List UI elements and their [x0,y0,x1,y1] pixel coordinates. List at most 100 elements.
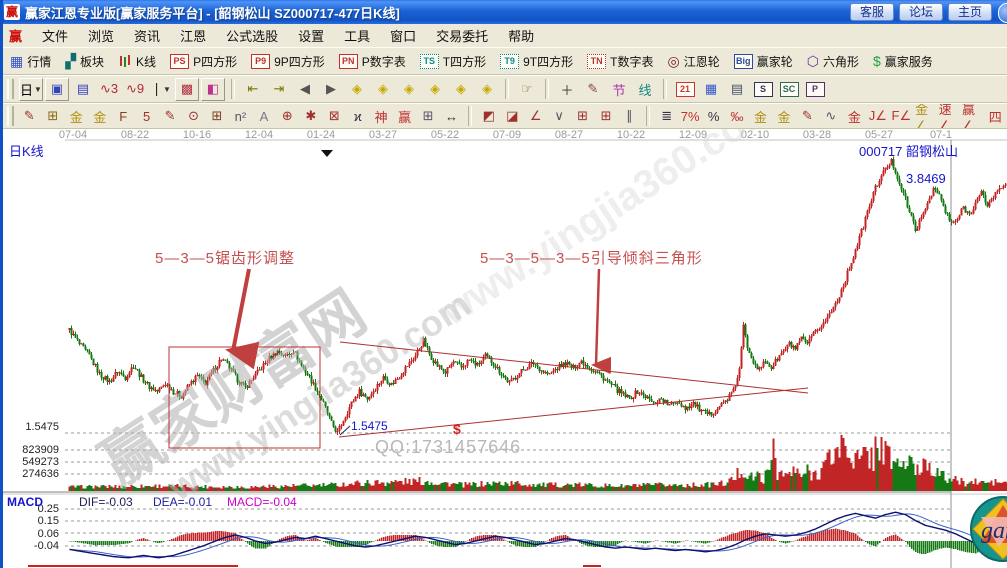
toolbar-button-sectors[interactable]: ▞ 板块 [65,53,104,70]
tool-notes[interactable]: ▤ [725,78,749,101]
tool-h-arrows[interactable]: ↔ [441,105,462,128]
toolbar-button-9p-square[interactable]: P9 9P四方形 [251,53,325,70]
tool-save-image[interactable]: SC [777,78,801,101]
chart-area[interactable]: 日K线 000717 韶钢松山 3.8469 1.5475 823909 5492… [3,129,1007,568]
menu-item-0[interactable]: 文件 [42,29,69,44]
tool-save[interactable]: S [751,78,775,101]
tool-wave-9[interactable]: ∿9 [123,78,147,101]
titlebar-button-0[interactable]: 客服 [849,3,894,21]
toolbar-button-t-square[interactable]: TS T四方形 [419,53,486,70]
titlebar-button-2[interactable]: 主页 [947,3,992,21]
tool-crosshair[interactable]: ＋ [555,78,579,101]
tool-grid-123[interactable]: ⊞ [417,105,438,128]
menu-item-3[interactable]: 江恩 [180,29,207,44]
tool-v-lines[interactable]: ∨ [548,105,569,128]
tool-prev-bar[interactable]: ◀ [293,78,317,101]
tool-gold-line[interactable]: 金 [773,105,794,128]
tool-segment-tool[interactable]: 节 [607,78,631,101]
tool-fan-box-2[interactable]: ◪ [501,105,522,128]
tool-grid-2[interactable]: ⊞ [206,105,227,128]
tool-brush-2[interactable]: ✎ [797,105,818,128]
tool-kline-period[interactable]: 日 ▼ [19,77,43,101]
tool-hatch[interactable]: ∥ [619,105,640,128]
tool-angle-f[interactable]: F∠ [891,105,913,128]
tool-f-tool[interactable]: F [112,105,133,128]
tool-color-bars[interactable]: ◧ [201,77,225,101]
tool-grid-3[interactable]: ⊞ [572,105,593,128]
menu-item-4[interactable]: 公式选股 [226,29,279,44]
tool-measure[interactable]: ✎ [581,78,605,101]
toolbar-button-quotes[interactable]: ▦ 行情 [10,53,51,70]
tool-pen-2[interactable]: ✎ [159,105,180,128]
tool-pattern-box[interactable]: ▩ [175,77,199,101]
toolbar-button-p-table[interactable]: PN P数字表 [338,53,406,70]
toolbar-main: ▦ 行情 ▞ 板块 K线 PS P四方形 P9 9P四方形 PN P数字表 TS T四方形 T9 9T四方形… [3,47,1007,75]
tool-diamond-expand[interactable]: ◈ [449,78,473,101]
tool-ying[interactable]: 赢 [394,105,415,128]
toolbar-button-winner-wheel[interactable]: Big 赢家轮 [733,53,793,70]
tool-angle-gold[interactable]: 金∠ [914,104,935,128]
tool-diamond-right[interactable]: ◈ [371,78,395,101]
toolbar-button-t-table[interactable]: TN T数字表 [587,53,653,70]
menu-item-8[interactable]: 交易委托 [436,29,489,44]
tool-zoom-region[interactable]: ▣ [45,77,69,101]
tool-star-burst[interactable]: ✱ [300,105,321,128]
tool-grid-4[interactable]: ⊞ [595,105,616,128]
menu-item-5[interactable]: 设置 [298,29,325,44]
tool-gold-grid-2[interactable]: 金 [89,105,110,128]
tool-angle-ying[interactable]: 赢∠ [961,104,982,128]
tool-circle-cross[interactable]: ⊕ [277,105,298,128]
tool-wave-3[interactable]: ∿3 [97,78,121,101]
menu-item-9[interactable]: 帮助 [508,29,535,44]
tool-diamond-vertical[interactable]: ◈ [423,78,447,101]
tool-next-bar[interactable]: ▶ [319,78,343,101]
tool-info-panel[interactable]: ▤ [71,78,95,101]
toolbar-button-winner-service[interactable]: $ 赢家服务 [873,53,933,70]
tool-permille[interactable]: ‰ [726,105,747,128]
tool-clock-circle[interactable]: ⊙ [183,105,204,128]
tool-angle-a[interactable]: A [253,105,274,128]
tool-diamond-left[interactable]: ◈ [345,78,369,101]
tool-first-page[interactable]: ⇤ [241,78,265,101]
tool-hand-tool[interactable]: ☞ [515,78,539,101]
tool-candle-style[interactable]: ❘ ▼ [149,78,173,101]
toolbar-button-9t-square[interactable]: T9 9T四方形 [500,53,573,70]
tool-percent-7[interactable]: 7% [679,105,700,128]
tool-print[interactable]: P [803,78,827,101]
tool-calculator[interactable]: ▦ [699,78,723,101]
tool-calendar[interactable]: 21 [673,78,697,101]
tool-shen[interactable]: 神 [370,105,391,128]
tool-spider-web[interactable]: ⊠ [324,105,345,128]
titlebar-button-1[interactable]: 论坛 [898,3,943,21]
menu-item-1[interactable]: 浏览 [88,29,115,44]
tool-fan-box-1[interactable]: ◩ [478,105,499,128]
tool-diamond-horizontal[interactable]: ◈ [397,78,421,101]
toolbar-button-hexagon[interactable]: ⬡ 六角形 [807,53,859,70]
tool-diamond-all[interactable]: ◈ [475,78,499,101]
tool-n-square[interactable]: n² [230,105,251,128]
menu-item-2[interactable]: 资讯 [134,29,161,44]
tool-angle-lines[interactable]: ∠ [525,105,546,128]
menu-item-6[interactable]: 工具 [344,29,371,44]
tool-scale-list[interactable]: ≣ [656,105,677,128]
tool-si-tool[interactable]: 四 [984,105,1005,128]
tool-gold-red[interactable]: 金 [844,105,865,128]
toolbar-button-gann-wheel[interactable]: ◎ 江恩轮 [667,53,719,70]
tool-gold-grid-1[interactable]: 金 [66,105,87,128]
titlebar-extra-button[interactable] [998,3,1007,23]
toolbar-button-p-square[interactable]: PS P四方形 [170,53,237,70]
tool-grid-tool[interactable]: ⊞ [42,105,63,128]
tool-angle-j[interactable]: J∠ [867,105,888,128]
tool-kappa[interactable]: ϰ [347,105,368,128]
tool-gold-circle[interactable]: 金 [750,105,771,128]
tool-angle-su[interactable]: 速∠ [938,104,959,128]
tool-percent[interactable]: % [703,105,724,128]
tool-spiral-5[interactable]: 5 [136,105,157,128]
tool-last-page[interactable]: ⇥ [267,78,291,101]
toolbar-button-kline[interactable]: K线 [118,53,156,70]
tool-brush[interactable]: ✎ [19,105,40,128]
gold-circle-icon: 金 [754,109,768,125]
tool-line-tool[interactable]: 线 [633,78,657,101]
tool-wave-tool[interactable]: ∿ [820,105,841,128]
menu-item-7[interactable]: 窗口 [390,29,417,44]
